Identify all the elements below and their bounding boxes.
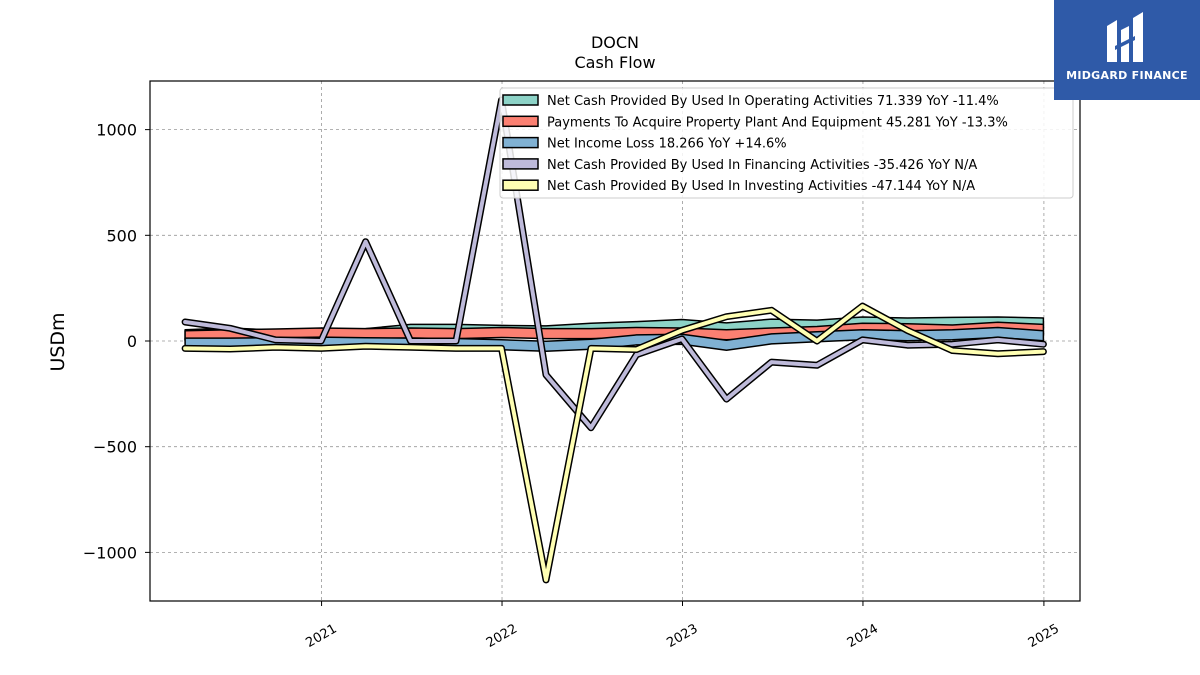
- legend-label-3: Net Cash Provided By Used In Financing A…: [547, 158, 977, 173]
- x-tick-label: 2023: [664, 621, 700, 651]
- legend-label-0: Net Cash Provided By Used In Operating A…: [547, 94, 999, 109]
- legend: Net Cash Provided By Used In Operating A…: [499, 87, 1074, 199]
- brand-logo: MIDGARD FINANCE: [1054, 0, 1200, 100]
- legend-label-2: Net Income Loss 18.266 YoY +14.6%: [547, 137, 787, 152]
- x-tick-label: 2022: [484, 621, 520, 651]
- series-line-4: [183, 304, 1046, 582]
- legend-swatch-1: [502, 115, 539, 128]
- y-tick-label: 0: [127, 332, 137, 351]
- series-line-3: [183, 98, 1046, 430]
- y-tick-label: −500: [93, 438, 137, 457]
- x-tick-label: 2024: [845, 621, 881, 651]
- x-tick-label: 2025: [1026, 621, 1062, 651]
- legend-swatch-2: [502, 136, 539, 149]
- chart-title: DOCN: [591, 33, 639, 52]
- plot-area: [181, 96, 1047, 584]
- legend-swatch-4: [502, 179, 539, 191]
- legend-swatch-0: [502, 94, 539, 106]
- y-axis-label: USDm: [47, 312, 69, 371]
- y-tick-label: 1000: [96, 121, 137, 140]
- legend-label-4: Net Cash Provided By Used In Investing A…: [547, 179, 975, 194]
- legend-label-1: Payments To Acquire Property Plant And E…: [547, 115, 1008, 130]
- x-tick-label: 2021: [303, 621, 339, 651]
- brand-name: MIDGARD FINANCE: [1066, 69, 1188, 82]
- legend-swatch-3: [502, 158, 539, 170]
- y-tick-label: 500: [106, 226, 137, 245]
- midgard-logo-icon: [1107, 12, 1143, 62]
- chart-subtitle: Cash Flow: [574, 53, 655, 72]
- legend-box: [499, 87, 1074, 199]
- y-tick-label: −1000: [83, 543, 137, 562]
